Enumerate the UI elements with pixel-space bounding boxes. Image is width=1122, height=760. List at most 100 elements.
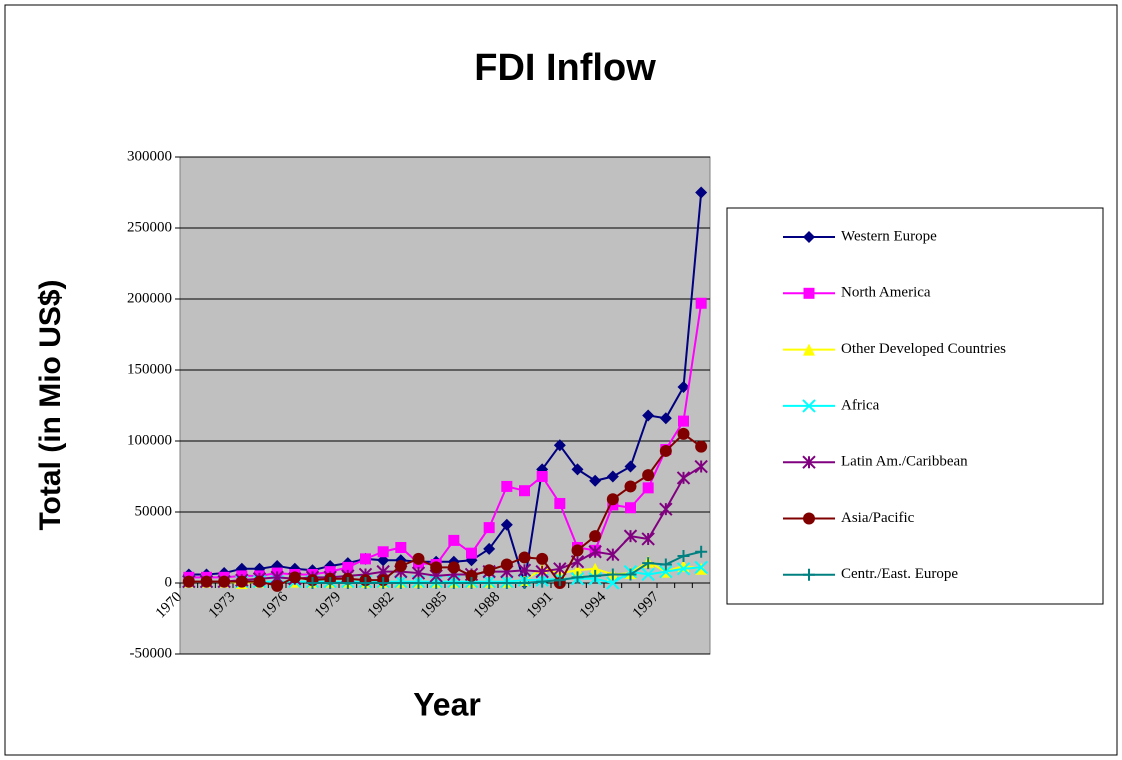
legend-label: Asia/Pacific	[841, 510, 915, 526]
marker	[606, 568, 619, 581]
marker	[288, 571, 301, 584]
marker	[623, 529, 638, 543]
marker	[447, 561, 460, 574]
legend-label: Other Developed Countries	[841, 341, 1006, 357]
marker	[695, 186, 708, 199]
marker	[589, 474, 602, 487]
legend-label: North America	[841, 285, 931, 301]
marker	[483, 522, 495, 534]
marker	[803, 512, 815, 525]
marker	[803, 287, 815, 299]
marker	[536, 552, 549, 565]
legend-label: Africa	[841, 397, 880, 413]
marker	[465, 569, 478, 582]
marker	[676, 562, 691, 576]
marker	[571, 544, 584, 557]
y-tick-label: 150000	[127, 361, 172, 377]
marker	[377, 577, 390, 589]
marker	[695, 545, 708, 558]
marker	[677, 550, 690, 563]
marker	[571, 564, 584, 577]
marker	[341, 577, 354, 589]
marker	[589, 569, 602, 582]
marker	[802, 399, 816, 413]
marker	[695, 562, 708, 575]
marker	[606, 470, 619, 483]
y-tick-label: 300000	[127, 148, 172, 164]
x-axis-label: Year	[413, 686, 481, 722]
marker	[694, 560, 708, 575]
marker	[412, 577, 425, 589]
marker	[518, 577, 531, 589]
marker	[430, 577, 443, 589]
marker	[500, 518, 513, 531]
marker	[483, 542, 496, 555]
marker	[606, 576, 620, 590]
marker	[695, 297, 707, 309]
marker	[803, 568, 815, 581]
marker	[678, 415, 689, 427]
marker	[571, 571, 584, 584]
legend-label: Western Europe	[841, 228, 937, 244]
marker	[377, 554, 390, 567]
plot-area	[179, 156, 711, 655]
chart-title: FDI Inflow	[474, 47, 656, 89]
marker	[359, 577, 372, 589]
marker	[676, 471, 691, 485]
marker	[803, 343, 815, 356]
marker	[483, 577, 496, 589]
marker	[642, 482, 654, 494]
marker	[553, 574, 566, 587]
marker	[641, 567, 655, 582]
marker	[606, 493, 619, 506]
marker	[536, 471, 548, 482]
marker	[218, 575, 231, 588]
marker	[625, 502, 636, 514]
marker	[624, 460, 637, 473]
marker	[306, 577, 319, 589]
legend-label: Latin Am./Caribbean	[841, 454, 968, 470]
marker	[465, 577, 478, 589]
marker	[324, 577, 337, 589]
marker	[200, 575, 213, 588]
marker	[271, 579, 284, 592]
marker	[589, 562, 602, 575]
marker	[571, 463, 584, 476]
y-tick-label: 100000	[127, 432, 172, 448]
marker	[483, 564, 496, 577]
legend-label: Centr./East. Europe	[841, 566, 958, 582]
marker	[606, 547, 620, 562]
marker	[517, 563, 532, 577]
marker	[641, 532, 655, 546]
y-axis-label: Total (in Mio US$)	[34, 279, 67, 530]
marker	[659, 412, 672, 425]
marker	[518, 551, 531, 564]
marker	[642, 469, 655, 482]
marker	[500, 558, 513, 571]
marker	[554, 497, 566, 509]
marker	[501, 480, 513, 492]
marker	[253, 575, 266, 588]
y-tick-label: 50000	[135, 503, 173, 519]
marker	[553, 562, 567, 576]
marker	[394, 559, 407, 572]
marker	[659, 564, 673, 579]
marker	[642, 557, 655, 570]
marker	[235, 575, 248, 588]
marker	[624, 568, 637, 581]
marker	[802, 455, 816, 469]
marker	[694, 459, 708, 474]
marker	[360, 553, 371, 565]
marker	[519, 485, 530, 497]
marker	[553, 439, 566, 452]
marker	[659, 444, 672, 457]
marker	[395, 542, 407, 553]
marker	[182, 575, 195, 588]
y-tick-label: 200000	[127, 290, 172, 306]
y-tick-label: 0	[165, 574, 173, 590]
marker	[377, 546, 389, 558]
marker	[677, 381, 690, 394]
marker	[342, 561, 354, 573]
marker	[448, 534, 460, 546]
